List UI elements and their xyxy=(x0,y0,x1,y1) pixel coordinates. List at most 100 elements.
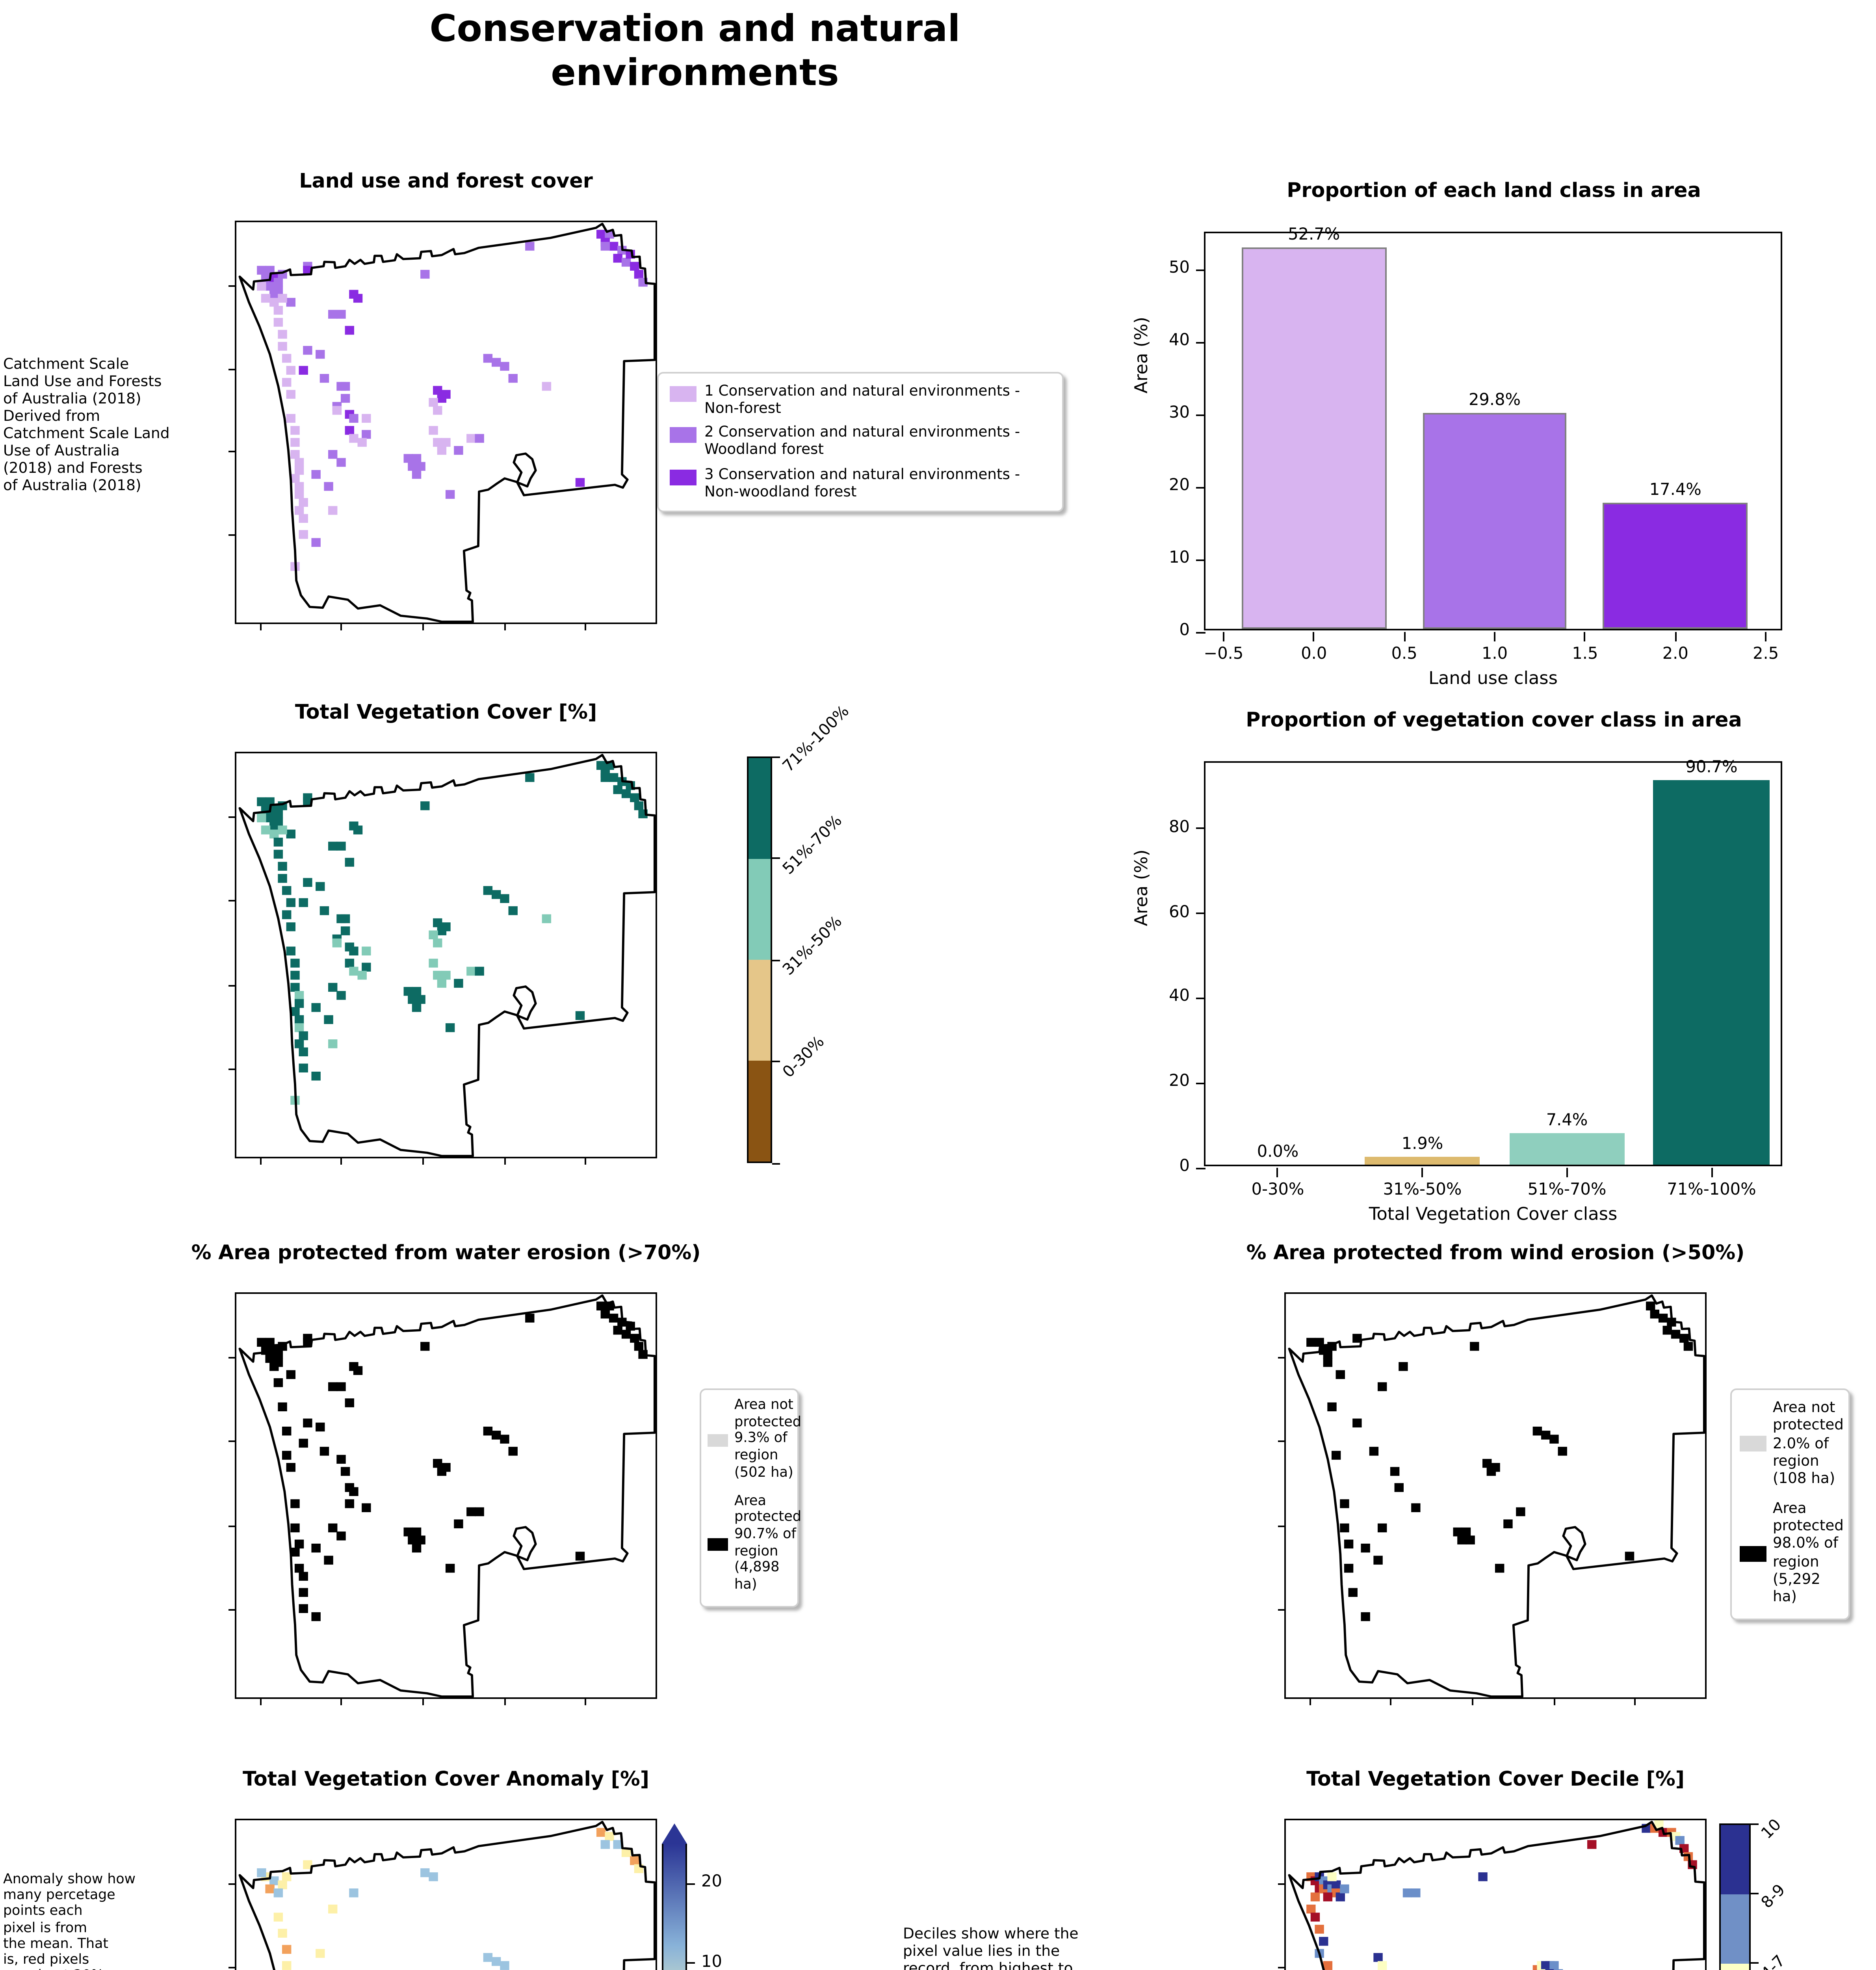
map-pixel xyxy=(294,482,304,491)
anomaly-colorbar: 20100−10−20 xyxy=(662,1823,772,1970)
map-pixel xyxy=(1549,1961,1559,1970)
map-pixel xyxy=(1327,1872,1337,1881)
map-pixel xyxy=(345,326,354,335)
map-pixel xyxy=(332,939,342,948)
map-pixel xyxy=(420,801,430,810)
land-class-chart-title: Proportion of each land class in area xyxy=(1287,178,1701,202)
map-pixel xyxy=(273,1350,283,1359)
y-tick xyxy=(1196,559,1205,560)
colorbar-segment xyxy=(749,758,771,859)
map-pixel xyxy=(1310,1892,1320,1901)
map-pixel xyxy=(441,970,451,980)
map-pixel xyxy=(328,310,338,319)
map-pixel xyxy=(1646,1301,1655,1310)
map-pixel xyxy=(273,306,283,315)
map-pixel xyxy=(466,1507,476,1517)
map-pixel xyxy=(445,1564,455,1573)
map-pixel xyxy=(336,991,346,1000)
map-pixel xyxy=(345,1499,354,1508)
map-pixel xyxy=(483,1426,493,1436)
colorbar-tick xyxy=(772,1061,780,1062)
y-tick-label: 80 xyxy=(1169,817,1190,836)
bar-value-label: 0.0% xyxy=(1257,1143,1299,1162)
map-pixel xyxy=(454,446,463,455)
map-pixel xyxy=(1361,1543,1370,1553)
map-pixel xyxy=(278,330,287,339)
legend-label: 1 Conservation and natural environments … xyxy=(704,383,1020,418)
axis-tick xyxy=(1278,1608,1286,1610)
map-pixel xyxy=(420,269,430,279)
map-pixel xyxy=(412,987,422,996)
map-pixel xyxy=(483,354,493,363)
decile-map xyxy=(1278,1819,1707,1970)
page-title: Conservation and natural environments xyxy=(429,6,960,95)
map-pixel xyxy=(1331,1451,1341,1460)
map-pixel xyxy=(1373,1953,1383,1962)
catchment-boundary xyxy=(1288,1821,1705,1970)
map-pixel xyxy=(290,426,300,435)
x-tick-label: 2.0 xyxy=(1662,645,1688,663)
decile-colorbar: 108-94-72-31 xyxy=(1719,1816,1861,1970)
map-pixel xyxy=(1340,1884,1349,1894)
map-pixel xyxy=(349,414,358,423)
y-tick xyxy=(1196,997,1205,999)
map-pixel xyxy=(328,1905,338,1914)
map-pixel xyxy=(278,862,287,871)
map-pixel xyxy=(634,1342,644,1351)
map-pixel xyxy=(500,1435,509,1444)
map-pixel xyxy=(340,914,350,924)
map-pixel xyxy=(408,995,417,1004)
map-pixel xyxy=(290,438,300,447)
map-pixel xyxy=(273,278,283,287)
land-use-map-title: Land use and forest cover xyxy=(299,169,593,192)
axis-tick xyxy=(228,534,236,536)
map-pixel xyxy=(278,294,287,303)
map-pixel xyxy=(408,462,417,471)
map-pixel xyxy=(1327,1402,1337,1411)
y-tick-label: 50 xyxy=(1169,258,1190,277)
map-pixel xyxy=(475,966,484,976)
map-pixel xyxy=(299,898,308,907)
map-pixel xyxy=(1625,1552,1635,1561)
land-use-map xyxy=(228,221,657,630)
map-pixel xyxy=(1394,1483,1404,1492)
map-pixel xyxy=(412,454,422,463)
map-pixel xyxy=(1453,1527,1462,1537)
map-pixel xyxy=(282,1961,292,1970)
map-pixel xyxy=(265,813,275,823)
map-pixel xyxy=(290,1523,300,1533)
map-pixel xyxy=(299,1588,308,1597)
map-pixel xyxy=(600,773,610,782)
legend-swatch xyxy=(1740,1545,1766,1561)
map-pixel xyxy=(294,490,304,499)
map-pixel xyxy=(1478,1872,1488,1881)
map-pixel xyxy=(336,310,346,319)
map-pixel xyxy=(613,254,622,263)
map-pixel xyxy=(1411,1503,1421,1512)
axis-tick xyxy=(260,1157,262,1165)
map-pixel xyxy=(257,813,266,823)
map-pixel xyxy=(336,1531,346,1541)
map-pixel xyxy=(1335,1370,1345,1379)
map-pixel xyxy=(1315,1925,1324,1934)
map-pixel xyxy=(299,1572,308,1581)
map-pixel xyxy=(273,1912,283,1922)
map-pixel xyxy=(269,829,279,839)
map-pixel xyxy=(303,878,312,887)
map-pixel xyxy=(1348,1588,1358,1597)
legend-item: Area not protected 9.3% of region (502 h… xyxy=(708,1398,801,1482)
axis-tick xyxy=(1553,1697,1555,1705)
veg-cover-map-title: Total Vegetation Cover [%] xyxy=(295,700,597,723)
map-pixel xyxy=(282,910,292,919)
map-pixel xyxy=(282,354,292,363)
map-pixel xyxy=(1654,1820,1664,1829)
colorbar-segment xyxy=(1721,1825,1749,1894)
map-pixel xyxy=(412,470,422,479)
map-pixel xyxy=(303,797,312,807)
axis-tick xyxy=(1278,1883,1286,1885)
map-pixel xyxy=(1461,1527,1471,1537)
map-pixel xyxy=(286,414,296,423)
legend-swatch xyxy=(670,427,697,444)
map-pixel xyxy=(1457,1535,1467,1544)
y-axis-label: Area (%) xyxy=(1131,848,1152,926)
